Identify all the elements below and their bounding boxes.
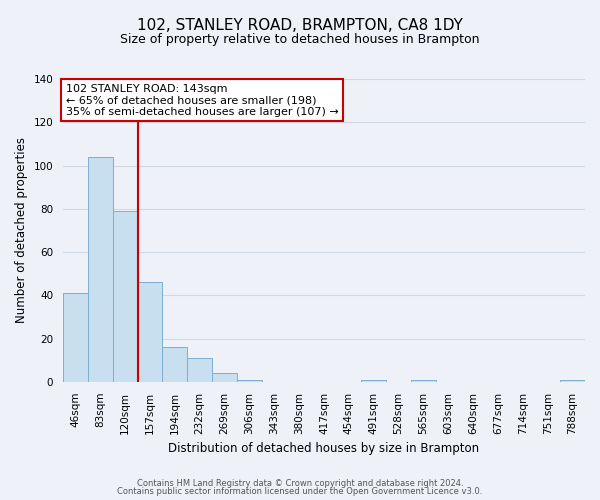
Bar <box>560 380 585 382</box>
Y-axis label: Number of detached properties: Number of detached properties <box>15 138 28 324</box>
Bar <box>411 380 436 382</box>
X-axis label: Distribution of detached houses by size in Brampton: Distribution of detached houses by size … <box>169 442 479 455</box>
Bar <box>187 358 212 382</box>
Bar <box>137 282 163 382</box>
Bar <box>237 380 262 382</box>
Bar <box>212 373 237 382</box>
Text: 102, STANLEY ROAD, BRAMPTON, CA8 1DY: 102, STANLEY ROAD, BRAMPTON, CA8 1DY <box>137 18 463 32</box>
Bar <box>163 347 187 382</box>
Text: Size of property relative to detached houses in Brampton: Size of property relative to detached ho… <box>120 32 480 46</box>
Bar <box>361 380 386 382</box>
Bar <box>113 211 137 382</box>
Text: Contains public sector information licensed under the Open Government Licence v3: Contains public sector information licen… <box>118 487 482 496</box>
Text: Contains HM Land Registry data © Crown copyright and database right 2024.: Contains HM Land Registry data © Crown c… <box>137 478 463 488</box>
Text: 102 STANLEY ROAD: 143sqm
← 65% of detached houses are smaller (198)
35% of semi-: 102 STANLEY ROAD: 143sqm ← 65% of detach… <box>65 84 338 116</box>
Bar <box>63 293 88 382</box>
Bar <box>88 157 113 382</box>
